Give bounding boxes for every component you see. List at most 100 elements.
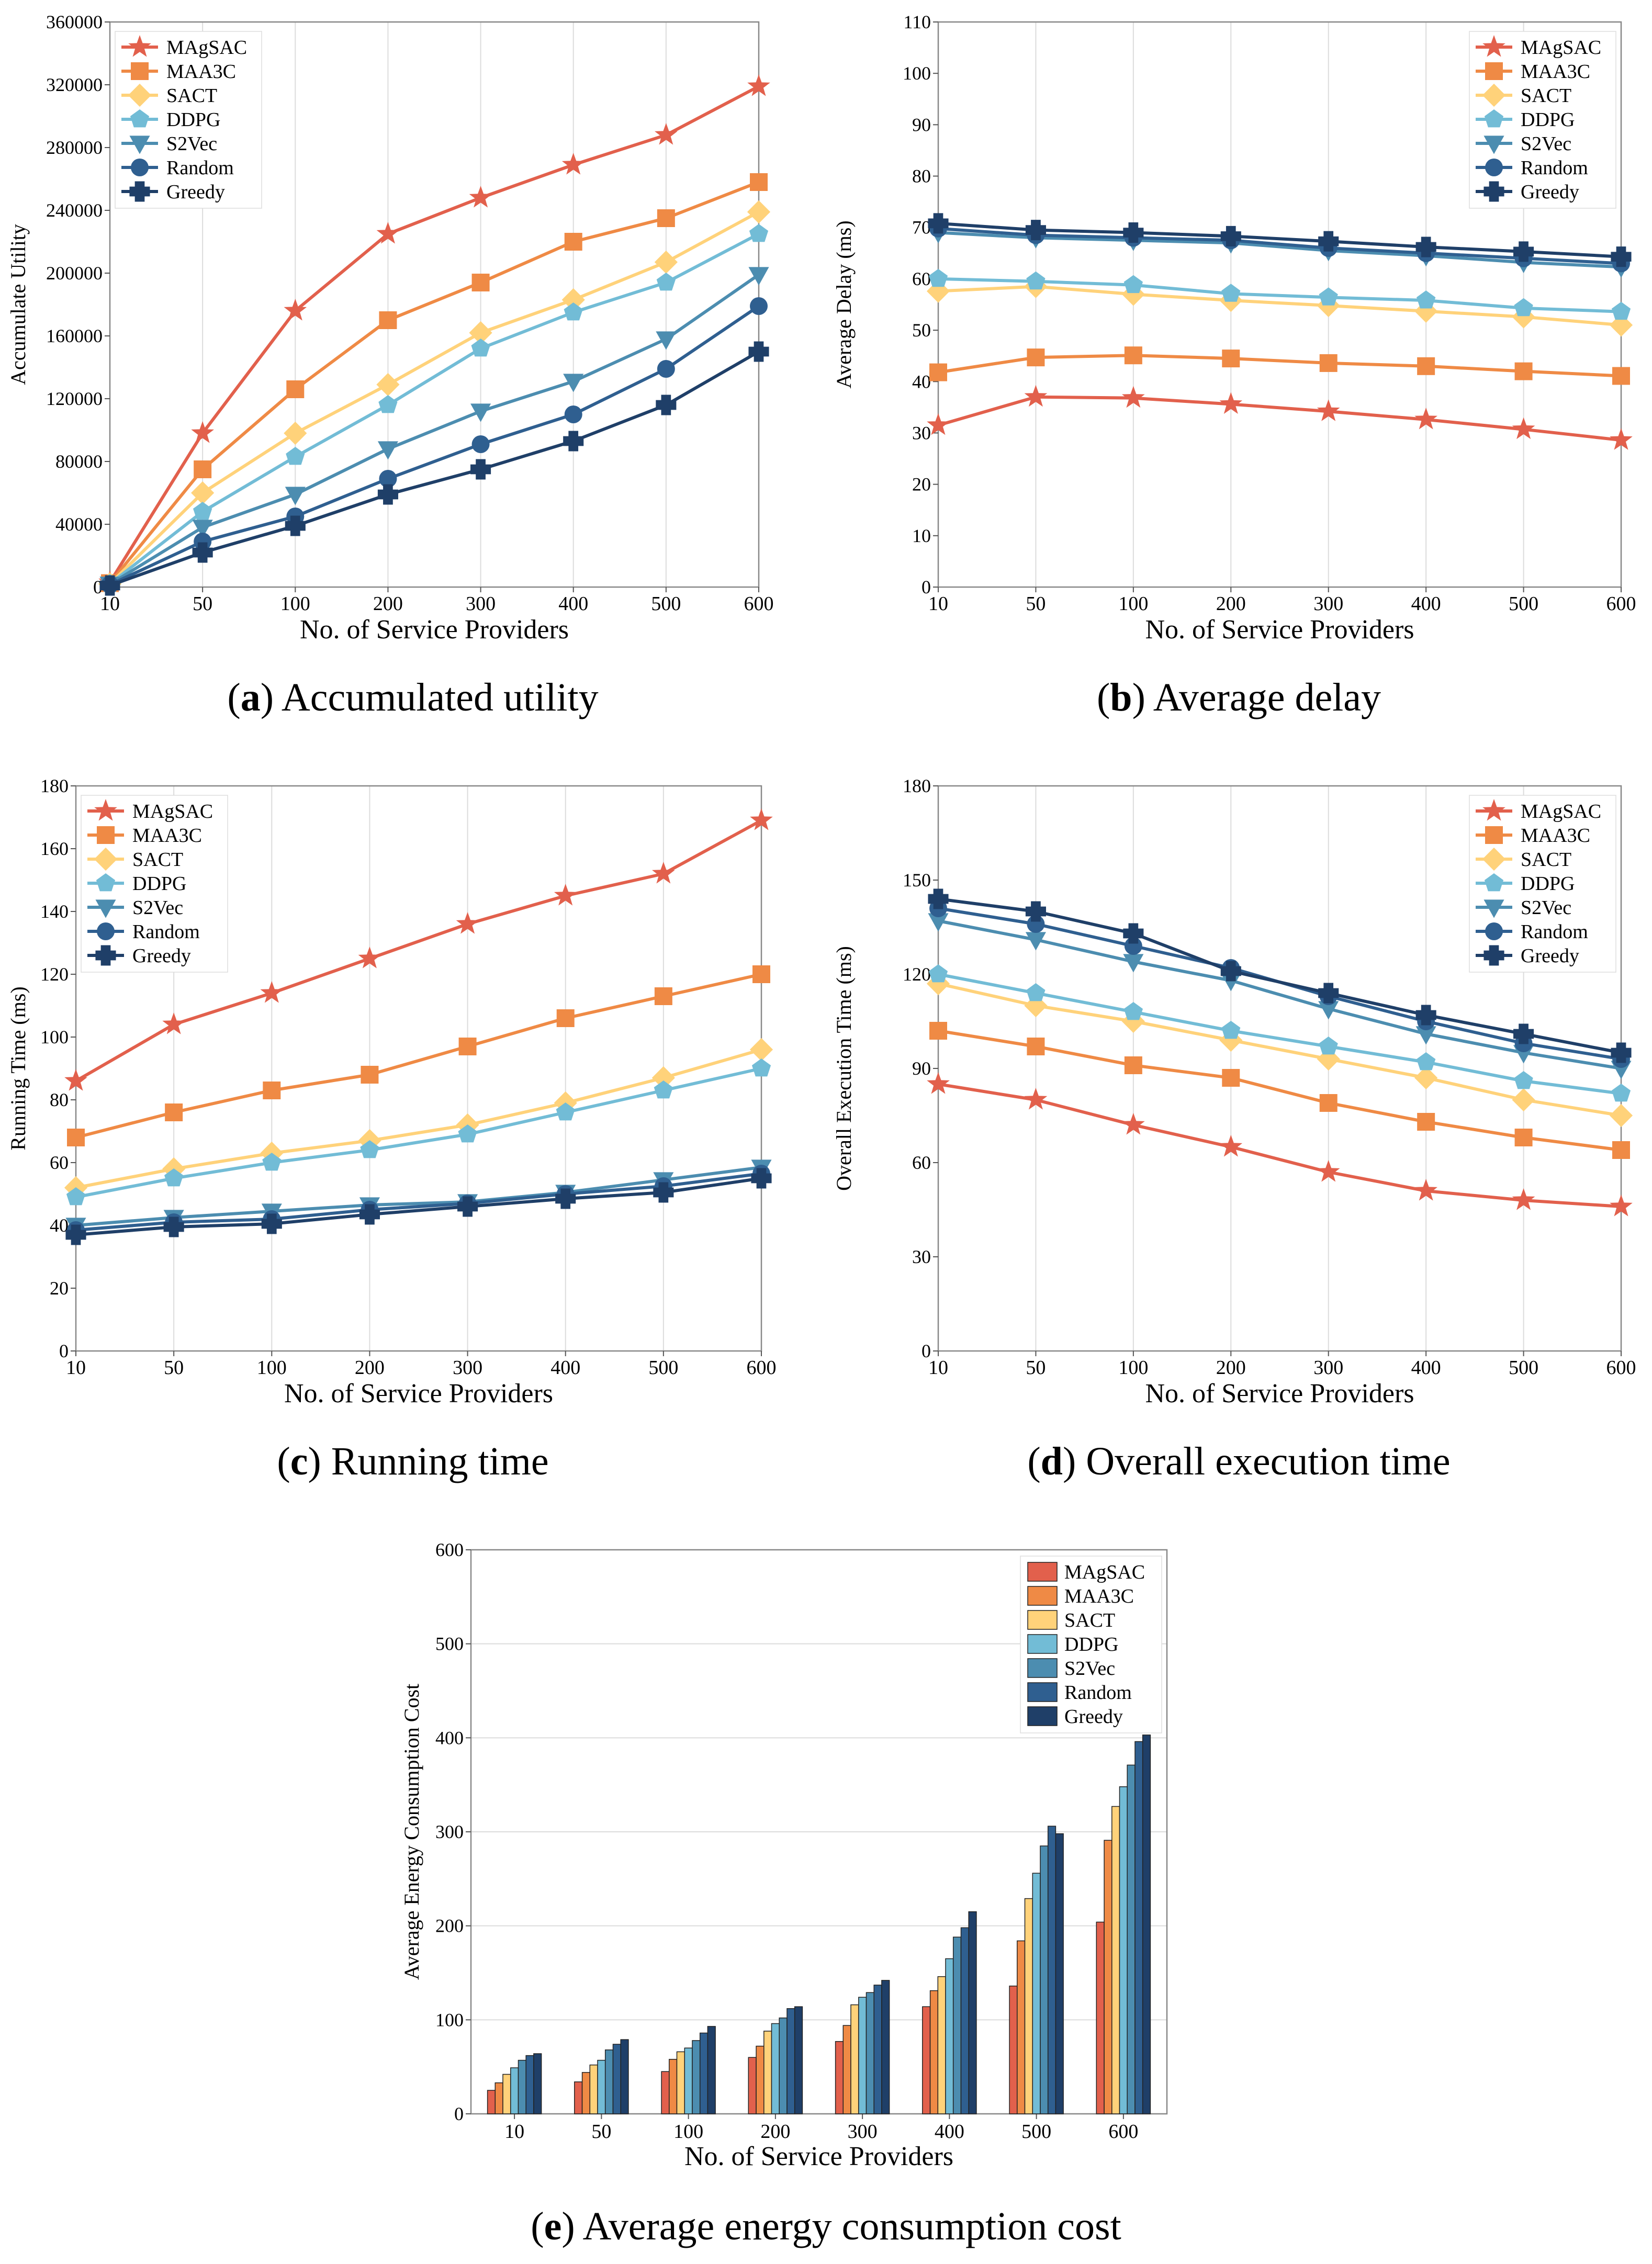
chart-d-series-maa3c	[929, 1022, 1630, 1159]
chart-a-xtick-label: 100	[280, 593, 310, 615]
chart-a-point-magsac	[655, 123, 678, 145]
chart-b-point-maa3c	[1417, 357, 1435, 375]
chart-e-bar-random	[1047, 1826, 1057, 2114]
chart-a-series-maa3c	[101, 173, 768, 592]
chart-a-point-s2vec	[377, 441, 398, 460]
chart-a-point-s2vec	[748, 267, 769, 286]
caption-b: (b) Average delay	[1096, 675, 1381, 719]
chart-e-ytick-label: 300	[435, 1821, 464, 1842]
chart-b-legend-label-random: Random	[1521, 157, 1588, 179]
chart-b-line-random	[938, 227, 1622, 265]
chart-e-bar-random	[786, 2008, 795, 2114]
chart-b-legend-marker-s2vec	[1484, 136, 1504, 154]
chart-a-point-ddpg	[749, 224, 769, 242]
chart-d-xtick-label: 200	[1216, 1357, 1246, 1379]
chart-a-ytick-label: 120000	[46, 388, 103, 409]
chart-c-point-magsac	[358, 947, 381, 968]
chart-c-line-ddpg	[75, 1067, 762, 1199]
chart-b-point-ddpg	[1514, 298, 1533, 317]
chart-c-point-greedy	[359, 1204, 380, 1225]
chart-b-point-magsac	[1122, 386, 1145, 408]
chart-d-legend-label-magsac: MAgSAC	[1521, 801, 1601, 823]
chart-d-series-ddpg	[928, 964, 1631, 1102]
chart-e-bar-sact	[589, 2064, 598, 2114]
chart-d-point-ddpg	[1221, 1021, 1241, 1039]
chart-b-ytick-label: 70	[912, 217, 931, 238]
chart-d-point-sact	[1609, 1103, 1633, 1128]
chart-a-series-s2vec	[99, 267, 769, 595]
chart-e-legend-label-magsac: MAgSAC	[1064, 1561, 1145, 1583]
chart-b-point-magsac	[1610, 428, 1633, 450]
chart-a-point-sact	[376, 373, 400, 397]
chart-c-ylabel: Running Time (ms)	[6, 986, 30, 1150]
chart-b-legend-marker-sact	[1482, 83, 1506, 107]
chart-d-point-maa3c	[1417, 1113, 1435, 1131]
chart-d-point-magsac	[1414, 1179, 1437, 1201]
chart-e-bar-maa3c	[581, 2072, 591, 2114]
chart-b-point-ddpg	[928, 268, 948, 287]
chart-a-legend-label-sact: SACT	[166, 85, 217, 107]
chart-e-bar-sact	[937, 1976, 946, 2114]
chart-c-xtick-label: 400	[550, 1357, 580, 1379]
chart-b-xlabel: No. of Service Providers	[1145, 615, 1414, 645]
chart-a-line-sact	[108, 210, 760, 585]
chart-d-xtick-label: 100	[1118, 1357, 1148, 1379]
chart-e-bar-maa3c	[842, 2025, 851, 2114]
chart-b-xtick-label: 500	[1509, 593, 1538, 615]
chart-c-ytick-label: 60	[50, 1152, 69, 1173]
chart-b-point-magsac	[1024, 385, 1048, 407]
chart-d-point-greedy	[1415, 1005, 1436, 1026]
chart-d-xtick-label: 400	[1411, 1357, 1441, 1379]
chart-b-point-sact	[1609, 313, 1633, 337]
chart-a-line-s2vec	[109, 273, 760, 586]
chart-d-line-ddpg	[938, 973, 1622, 1095]
chart-e-bar-s2vec	[604, 2049, 614, 2114]
chart-c-point-maa3c	[654, 987, 672, 1005]
chart-e-bar-s2vec	[692, 2040, 701, 2114]
chart-a-ytick-label: 240000	[46, 200, 103, 221]
chart-e-bar-sact	[1111, 1806, 1120, 2114]
chart-d-ytick-label: 60	[912, 1152, 931, 1173]
chart-b-point-maa3c	[1222, 350, 1240, 368]
chart-d-ytick-label: 150	[903, 870, 931, 891]
chart-d-line-s2vec	[938, 919, 1622, 1070]
chart-b-legend-marker-greedy	[1484, 181, 1504, 202]
chart-b-point-greedy	[1123, 222, 1144, 243]
chart-e-bar-greedy	[794, 2006, 803, 2114]
chart-e-xtick-label: 50	[591, 2121, 611, 2143]
chart-a-line-random	[109, 305, 760, 587]
chart-c-point-maa3c	[752, 965, 770, 983]
chart-c-ytick-label: 20	[50, 1278, 69, 1299]
chart-c-ytick-label: 0	[59, 1341, 69, 1361]
chart-c-legend-marker-random	[97, 922, 115, 940]
chart-a-series-greedy	[99, 341, 769, 596]
chart-d-point-greedy	[928, 888, 949, 909]
chart-d-point-ddpg	[1611, 1084, 1631, 1102]
chart-c-ytick-label: 40	[50, 1215, 69, 1236]
chart-b-point-ddpg	[1417, 290, 1436, 309]
chart-d-line-greedy	[938, 897, 1622, 1054]
chart-c-point-maa3c	[556, 1009, 575, 1027]
chart-d-point-ddpg	[1319, 1037, 1338, 1055]
chart-a-point-s2vec	[192, 520, 213, 538]
chart-panel-a: 0 40000 80000 120000 160000 200000 240000 28000…	[0, 0, 826, 680]
chart-a-series-sact	[98, 200, 771, 596]
chart-b-legend-label-magsac: MAgSAC	[1521, 37, 1601, 59]
chart-e-bar-greedy	[881, 1980, 890, 2114]
chart-c-point-greedy	[653, 1182, 674, 1203]
chart-d-point-s2vec	[1220, 973, 1241, 992]
chart-c-legend-marker-s2vec	[95, 899, 116, 918]
caption-b-letter: b	[1110, 675, 1132, 719]
chart-e-bar-sact	[502, 2074, 511, 2114]
chart-b-point-ddpg	[1221, 284, 1241, 302]
chart-d-xtick-label: 600	[1606, 1357, 1636, 1379]
chart-b-ytick-label: 0	[921, 577, 931, 598]
chart-c-point-maa3c	[458, 1038, 477, 1055]
chart-a-point-sact	[654, 250, 678, 274]
chart-c-line-sact	[75, 1048, 762, 1189]
chart-c-legend-marker-maa3c	[97, 826, 115, 844]
chart-a-point-magsac	[561, 153, 585, 175]
chart-c-ytick-label: 80	[50, 1089, 69, 1110]
chart-e-bar-greedy	[968, 1911, 977, 2114]
